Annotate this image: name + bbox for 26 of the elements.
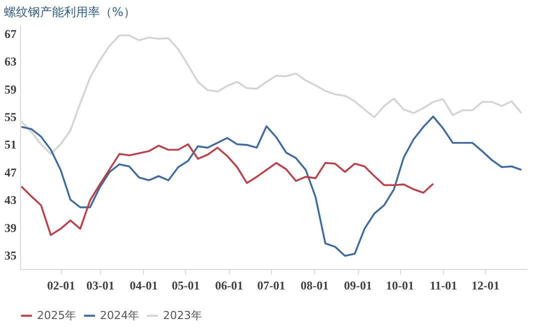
y-tick-label: 51 — [4, 138, 16, 152]
line-series — [20, 116, 522, 257]
x-tick-label: 10-01 — [386, 278, 414, 292]
y-tick-label: 35 — [4, 248, 16, 263]
x-tick-label: 03-01 — [86, 278, 114, 292]
x-tick-label: 06-01 — [215, 278, 244, 292]
y-tick-label: 43 — [4, 193, 16, 208]
x-tick-label: 07-01 — [257, 278, 286, 292]
x-tick-label: 02-01 — [47, 278, 76, 292]
y-tick-label: 55 — [4, 110, 16, 124]
line-series — [20, 143, 434, 236]
y-tick-label: 59 — [4, 82, 16, 96]
legend-label: 2023年 — [163, 308, 202, 322]
y-tick-label: 39 — [4, 220, 16, 235]
y-tick-label: 47 — [4, 165, 16, 180]
x-tick-label: 11-01 — [430, 278, 458, 292]
x-tick-label: 08-01 — [300, 278, 329, 292]
legend-label: 2025年 — [37, 308, 76, 322]
x-tick-label: 09-01 — [344, 278, 372, 292]
x-tick-label: 04-01 — [130, 278, 158, 292]
y-tick-label: 63 — [4, 54, 16, 69]
legend-label: 2024年 — [100, 308, 139, 322]
y-tick-label: 67 — [4, 26, 16, 41]
chart-title: 螺纹钢产能利用率（%） — [4, 5, 136, 19]
x-tick-label: 05-01 — [172, 278, 200, 292]
x-tick-label: 12-01 — [471, 278, 500, 292]
